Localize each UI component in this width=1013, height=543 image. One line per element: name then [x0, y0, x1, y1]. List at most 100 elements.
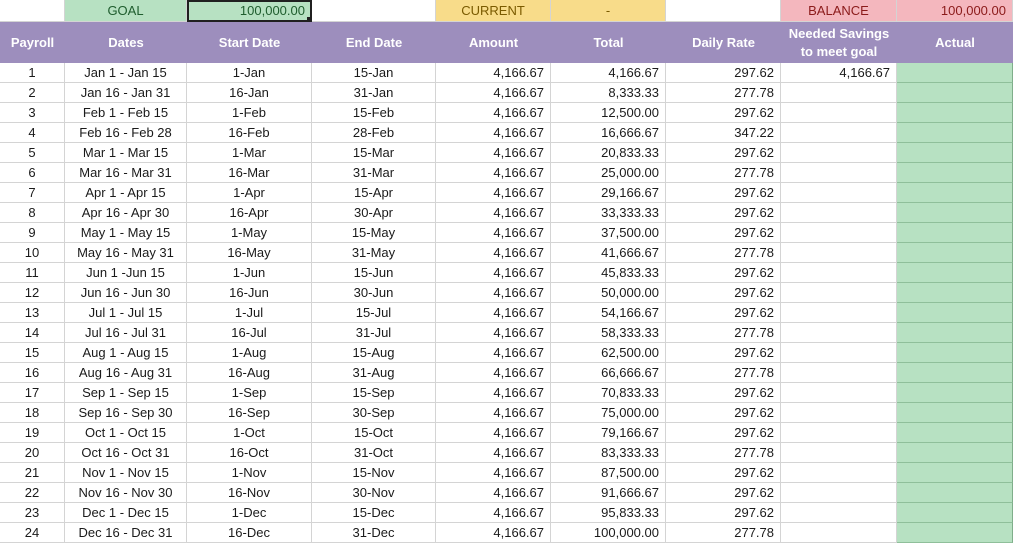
- total-cell[interactable]: 54,166.67: [551, 303, 666, 323]
- needed-savings-cell[interactable]: [781, 383, 897, 403]
- balance-value-cell[interactable]: 100,000.00: [897, 0, 1013, 22]
- payroll-cell[interactable]: 4: [0, 123, 65, 143]
- actual-cell[interactable]: [897, 63, 1013, 83]
- daily-rate-cell[interactable]: 297.62: [666, 183, 781, 203]
- daily-rate-cell[interactable]: 277.78: [666, 523, 781, 543]
- end-date-cell[interactable]: 28-Feb: [312, 123, 436, 143]
- payroll-cell[interactable]: 15: [0, 343, 65, 363]
- header-start-date[interactable]: Start Date: [218, 34, 281, 50]
- amount-cell[interactable]: 4,166.67: [436, 383, 551, 403]
- goal-label[interactable]: GOAL: [65, 0, 187, 22]
- total-cell[interactable]: 75,000.00: [551, 403, 666, 423]
- start-date-cell[interactable]: 1-May: [187, 223, 312, 243]
- total-cell[interactable]: 20,833.33: [551, 143, 666, 163]
- start-date-cell[interactable]: 16-Jan: [187, 83, 312, 103]
- dates-cell[interactable]: Feb 16 - Feb 28: [65, 123, 187, 143]
- actual-cell[interactable]: [897, 143, 1013, 163]
- payroll-cell[interactable]: 11: [0, 263, 65, 283]
- end-date-cell[interactable]: 15-Jan: [312, 63, 436, 83]
- end-date-cell[interactable]: 15-Jul: [312, 303, 436, 323]
- daily-rate-cell[interactable]: 277.78: [666, 83, 781, 103]
- start-date-cell[interactable]: 1-Apr: [187, 183, 312, 203]
- needed-savings-cell[interactable]: [781, 283, 897, 303]
- dates-cell[interactable]: Feb 1 - Feb 15: [65, 103, 187, 123]
- needed-savings-cell[interactable]: [781, 303, 897, 323]
- end-date-cell[interactable]: 31-Aug: [312, 363, 436, 383]
- daily-rate-cell[interactable]: 277.78: [666, 323, 781, 343]
- total-cell[interactable]: 12,500.00: [551, 103, 666, 123]
- daily-rate-cell[interactable]: 297.62: [666, 503, 781, 523]
- payroll-cell[interactable]: 5: [0, 143, 65, 163]
- needed-savings-cell[interactable]: [781, 463, 897, 483]
- actual-cell[interactable]: [897, 443, 1013, 463]
- needed-savings-cell[interactable]: [781, 423, 897, 443]
- amount-cell[interactable]: 4,166.67: [436, 103, 551, 123]
- needed-savings-cell[interactable]: [781, 523, 897, 543]
- total-cell[interactable]: 8,333.33: [551, 83, 666, 103]
- payroll-cell[interactable]: 9: [0, 223, 65, 243]
- actual-cell[interactable]: [897, 303, 1013, 323]
- dates-cell[interactable]: Nov 1 - Nov 15: [65, 463, 187, 483]
- header-payroll[interactable]: Payroll: [10, 34, 55, 50]
- start-date-cell[interactable]: 1-Mar: [187, 143, 312, 163]
- end-date-cell[interactable]: 30-Nov: [312, 483, 436, 503]
- dates-cell[interactable]: Jun 1 -Jun 15: [65, 263, 187, 283]
- payroll-cell[interactable]: 7: [0, 183, 65, 203]
- actual-cell[interactable]: [897, 483, 1013, 503]
- daily-rate-cell[interactable]: 297.62: [666, 203, 781, 223]
- header-end-date[interactable]: End Date: [345, 34, 403, 50]
- needed-savings-cell[interactable]: [781, 263, 897, 283]
- payroll-cell[interactable]: 21: [0, 463, 65, 483]
- end-date-cell[interactable]: 30-Apr: [312, 203, 436, 223]
- end-date-cell[interactable]: 31-May: [312, 243, 436, 263]
- dates-cell[interactable]: Mar 16 - Mar 31: [65, 163, 187, 183]
- start-date-cell[interactable]: 1-Sep: [187, 383, 312, 403]
- daily-rate-cell[interactable]: 297.62: [666, 283, 781, 303]
- dates-cell[interactable]: Sep 16 - Sep 30: [65, 403, 187, 423]
- goal-value-cell[interactable]: 100,000.00: [187, 0, 312, 22]
- amount-cell[interactable]: 4,166.67: [436, 243, 551, 263]
- payroll-cell[interactable]: 3: [0, 103, 65, 123]
- start-date-cell[interactable]: 1-Jun: [187, 263, 312, 283]
- amount-cell[interactable]: 4,166.67: [436, 223, 551, 243]
- needed-savings-cell[interactable]: [781, 483, 897, 503]
- dates-cell[interactable]: Apr 16 - Apr 30: [65, 203, 187, 223]
- end-date-cell[interactable]: 31-Mar: [312, 163, 436, 183]
- needed-savings-cell[interactable]: [781, 503, 897, 523]
- dates-cell[interactable]: Mar 1 - Mar 15: [65, 143, 187, 163]
- payroll-cell[interactable]: 20: [0, 443, 65, 463]
- dates-cell[interactable]: May 16 - May 31: [65, 243, 187, 263]
- payroll-cell[interactable]: 1: [0, 63, 65, 83]
- empty-cell[interactable]: [666, 0, 781, 22]
- total-cell[interactable]: 83,333.33: [551, 443, 666, 463]
- start-date-cell[interactable]: 16-Feb: [187, 123, 312, 143]
- actual-cell[interactable]: [897, 123, 1013, 143]
- end-date-cell[interactable]: 15-Apr: [312, 183, 436, 203]
- actual-cell[interactable]: [897, 183, 1013, 203]
- dates-cell[interactable]: Oct 16 - Oct 31: [65, 443, 187, 463]
- daily-rate-cell[interactable]: 297.62: [666, 383, 781, 403]
- daily-rate-cell[interactable]: 277.78: [666, 363, 781, 383]
- payroll-cell[interactable]: 13: [0, 303, 65, 323]
- total-cell[interactable]: 33,333.33: [551, 203, 666, 223]
- dates-cell[interactable]: Oct 1 - Oct 15: [65, 423, 187, 443]
- end-date-cell[interactable]: 31-Dec: [312, 523, 436, 543]
- needed-savings-cell[interactable]: [781, 243, 897, 263]
- amount-cell[interactable]: 4,166.67: [436, 143, 551, 163]
- amount-cell[interactable]: 4,166.67: [436, 343, 551, 363]
- start-date-cell[interactable]: 16-Apr: [187, 203, 312, 223]
- daily-rate-cell[interactable]: 297.62: [666, 423, 781, 443]
- end-date-cell[interactable]: 15-Aug: [312, 343, 436, 363]
- end-date-cell[interactable]: 31-Jul: [312, 323, 436, 343]
- header-daily-rate[interactable]: Daily Rate: [692, 34, 755, 50]
- empty-cell[interactable]: [0, 0, 65, 22]
- daily-rate-cell[interactable]: 277.78: [666, 163, 781, 183]
- total-cell[interactable]: 29,166.67: [551, 183, 666, 203]
- current-value-cell[interactable]: -: [551, 0, 666, 22]
- amount-cell[interactable]: 4,166.67: [436, 183, 551, 203]
- balance-label[interactable]: BALANCE: [781, 0, 897, 22]
- start-date-cell[interactable]: 16-Jun: [187, 283, 312, 303]
- total-cell[interactable]: 50,000.00: [551, 283, 666, 303]
- daily-rate-cell[interactable]: 297.62: [666, 463, 781, 483]
- total-cell[interactable]: 95,833.33: [551, 503, 666, 523]
